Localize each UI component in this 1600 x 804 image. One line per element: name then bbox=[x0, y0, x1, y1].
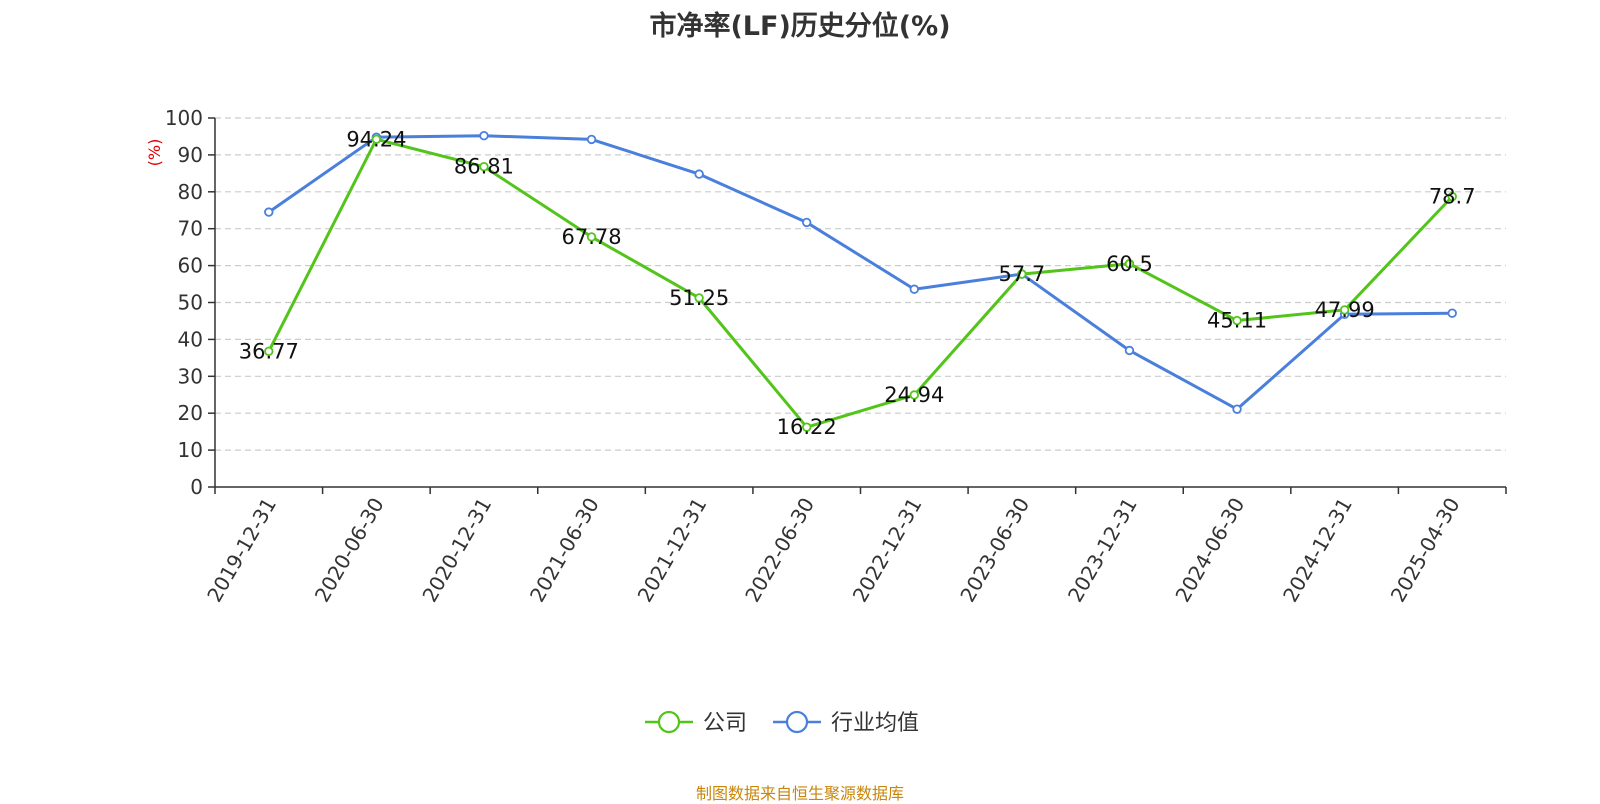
x-tick-label: 2022-06-30 bbox=[740, 494, 819, 607]
data-labels: 36.77 94.24 86.81 67.78 51.25 16.22 24.94 57.7 6… bbox=[239, 127, 1476, 439]
data-point bbox=[1124, 345, 1135, 356]
x-tick-label: 2023-12-31 bbox=[1063, 494, 1142, 607]
data-point bbox=[802, 217, 812, 228]
y-tick-label: 70 bbox=[178, 217, 203, 241]
data-label: 67.78 bbox=[561, 225, 621, 249]
x-tick-label: 2023-06-30 bbox=[955, 494, 1034, 607]
y-tick-label: 10 bbox=[178, 438, 203, 462]
x-tick-label: 2024-06-30 bbox=[1170, 494, 1249, 607]
y-tick-label: 40 bbox=[178, 327, 203, 351]
legend: 公司 行业均值 bbox=[645, 710, 919, 736]
x-tick-label: 2022-12-31 bbox=[848, 494, 927, 607]
legend-label: 行业均值 bbox=[831, 711, 919, 736]
data-point bbox=[1339, 305, 1350, 315]
source-note: 制图数据来自恒生聚源数据库 bbox=[695, 784, 904, 803]
legend-marker bbox=[785, 710, 809, 734]
data-label: 24.94 bbox=[884, 383, 944, 407]
data-label: 51.25 bbox=[669, 286, 729, 310]
data-point bbox=[1232, 404, 1242, 414]
data-point bbox=[479, 161, 489, 172]
series-line bbox=[267, 134, 1453, 411]
x-tick-label: 2024-12-31 bbox=[1278, 494, 1357, 607]
data-point bbox=[264, 207, 274, 217]
data-point bbox=[479, 131, 489, 141]
x-tick-label: 2021-06-30 bbox=[525, 494, 604, 607]
y-tick-label: 0 bbox=[190, 475, 203, 499]
data-point bbox=[371, 134, 382, 144]
data-label: 94.24 bbox=[346, 127, 406, 151]
x-tick-label: 2020-12-31 bbox=[417, 494, 496, 607]
y-tick-label: 100 bbox=[165, 106, 203, 130]
legend-marker bbox=[657, 710, 681, 734]
y-tick-label: 80 bbox=[178, 180, 203, 204]
x-tick-label: 2020-06-30 bbox=[310, 494, 389, 607]
data-point bbox=[1447, 191, 1457, 202]
data-label: 57.7 bbox=[998, 262, 1045, 286]
data-point bbox=[264, 346, 274, 357]
data-label: 16.22 bbox=[777, 415, 837, 439]
grid-lines bbox=[215, 117, 1506, 451]
data-point bbox=[1232, 315, 1242, 326]
data-point bbox=[909, 284, 919, 294]
data-point bbox=[802, 422, 812, 432]
axes: 0 10 20 30 40 50 60 70 80 90 100(%) 2019-12-31 2020-… bbox=[145, 106, 1507, 607]
data-point bbox=[694, 169, 704, 179]
data-label: 45.11 bbox=[1207, 309, 1267, 333]
data-label: 47.99 bbox=[1315, 298, 1375, 322]
x-tick-label: 2021-12-31 bbox=[633, 494, 712, 607]
x-tick-label: 2025-04-30 bbox=[1386, 494, 1465, 607]
y-tick-label: 30 bbox=[178, 364, 203, 388]
data-point bbox=[1124, 259, 1135, 269]
data-point bbox=[586, 232, 597, 242]
data-label: 78.7 bbox=[1429, 185, 1476, 209]
y-axis-label: (%) bbox=[145, 139, 164, 167]
data-point bbox=[694, 293, 704, 303]
y-tick-label: 60 bbox=[178, 254, 203, 278]
data-point bbox=[586, 134, 597, 145]
series-line bbox=[267, 137, 1454, 429]
x-tick-label: 2019-12-31 bbox=[202, 494, 281, 607]
y-tick-label: 90 bbox=[178, 143, 203, 167]
data-point bbox=[909, 390, 919, 400]
chart-title: 市净率(LF)历史分位(%) bbox=[649, 11, 951, 42]
data-label: 36.77 bbox=[239, 339, 299, 363]
data-point bbox=[1017, 269, 1027, 279]
legend-label: 公司 bbox=[703, 711, 747, 736]
y-tick-label: 20 bbox=[178, 401, 203, 425]
y-tick-label: 50 bbox=[178, 291, 203, 315]
data-point bbox=[1447, 308, 1457, 318]
data-label: 60.5 bbox=[1106, 252, 1153, 276]
data-label: 86.81 bbox=[454, 155, 514, 179]
series-layer bbox=[264, 131, 1457, 432]
